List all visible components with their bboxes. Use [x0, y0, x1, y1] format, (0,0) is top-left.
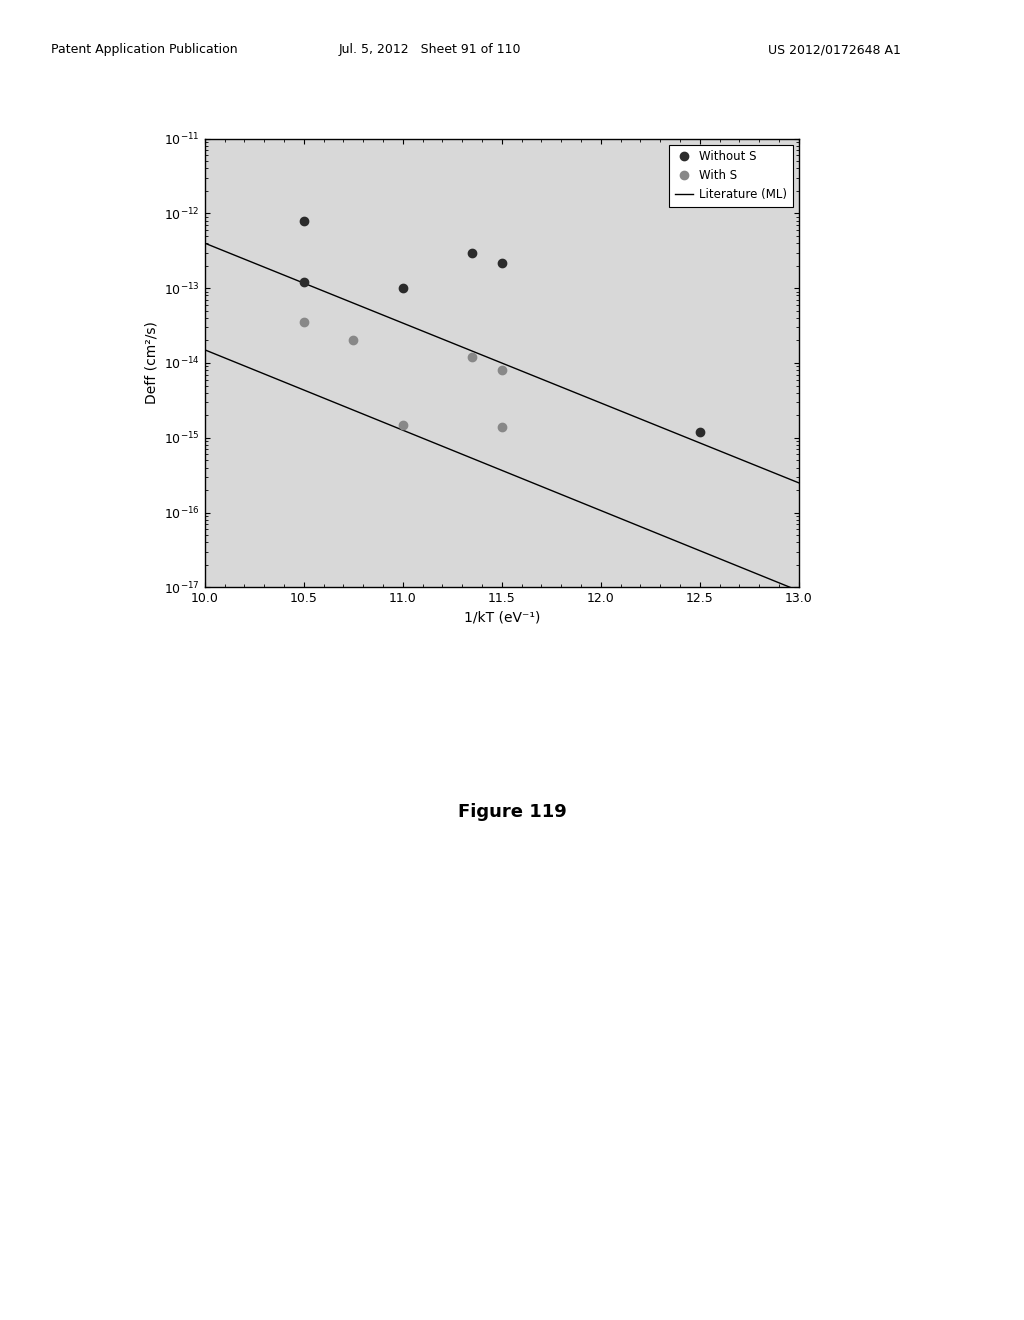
- Text: US 2012/0172648 A1: US 2012/0172648 A1: [768, 44, 901, 57]
- Without S: [396, 280, 409, 296]
- Without S: [496, 255, 508, 271]
- Without S: [466, 244, 478, 260]
- Without S: [693, 424, 706, 440]
- Line: With S: With S: [300, 318, 506, 432]
- Y-axis label: Deff (cm²/s): Deff (cm²/s): [144, 322, 159, 404]
- With S: [347, 333, 359, 348]
- With S: [496, 418, 508, 434]
- With S: [298, 314, 310, 330]
- Legend: Without S, With S, Literature (ML): Without S, With S, Literature (ML): [670, 144, 793, 207]
- Text: Figure 119: Figure 119: [458, 803, 566, 821]
- Without S: [298, 213, 310, 228]
- Without S: [298, 275, 310, 290]
- Text: Patent Application Publication: Patent Application Publication: [51, 44, 238, 57]
- X-axis label: 1/kT (eV⁻¹): 1/kT (eV⁻¹): [464, 611, 540, 624]
- With S: [496, 362, 508, 378]
- Line: Without S: Without S: [300, 216, 703, 436]
- Text: Jul. 5, 2012   Sheet 91 of 110: Jul. 5, 2012 Sheet 91 of 110: [339, 44, 521, 57]
- With S: [396, 417, 409, 433]
- With S: [466, 350, 478, 366]
